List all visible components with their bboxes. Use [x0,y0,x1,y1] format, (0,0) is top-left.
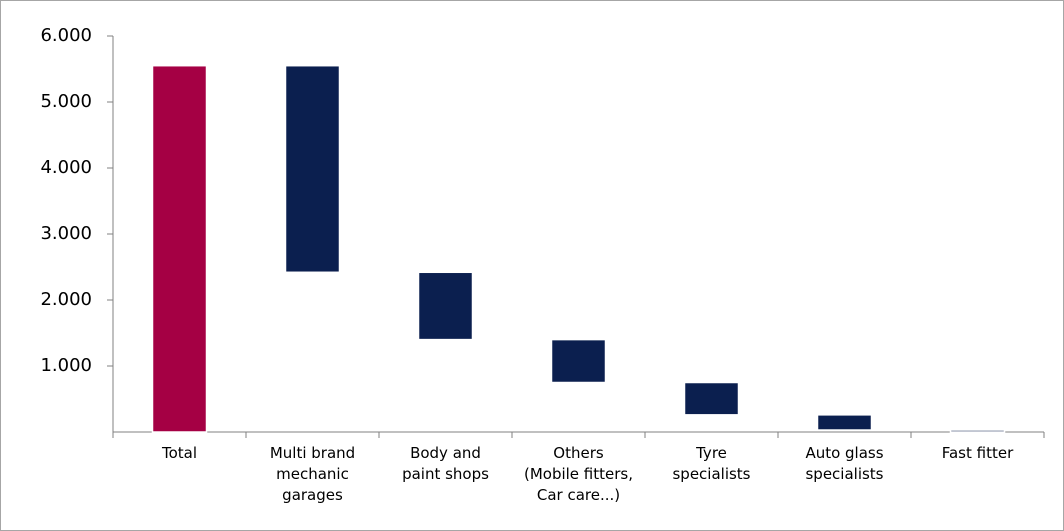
x-tick-label: Auto glass specialists [805,444,884,483]
bar [550,338,607,384]
x-tick-label: Others (Mobile fitters, Car care...) [523,444,633,504]
x-tick-label: Fast fitter [941,444,1014,462]
y-tick-label: 4.000 [40,157,92,178]
bar [949,429,1006,433]
bar [284,64,341,274]
bar [683,381,740,416]
bar [151,64,208,433]
x-tick-label: Body and paint shops [402,444,489,483]
x-tick-label: Tyre specialists [672,444,751,483]
x-tick-label: Multi brand mechanic garages [269,444,356,504]
y-tick-label: 2.000 [40,289,92,310]
y-tick-label: 5.000 [40,91,92,112]
bar [816,414,873,431]
y-tick-label: 3.000 [40,223,92,244]
x-tick-label: Total [161,444,198,462]
bar [417,271,474,341]
y-tick-label: 6.000 [40,25,92,46]
y-tick-label: 1.000 [40,355,92,376]
